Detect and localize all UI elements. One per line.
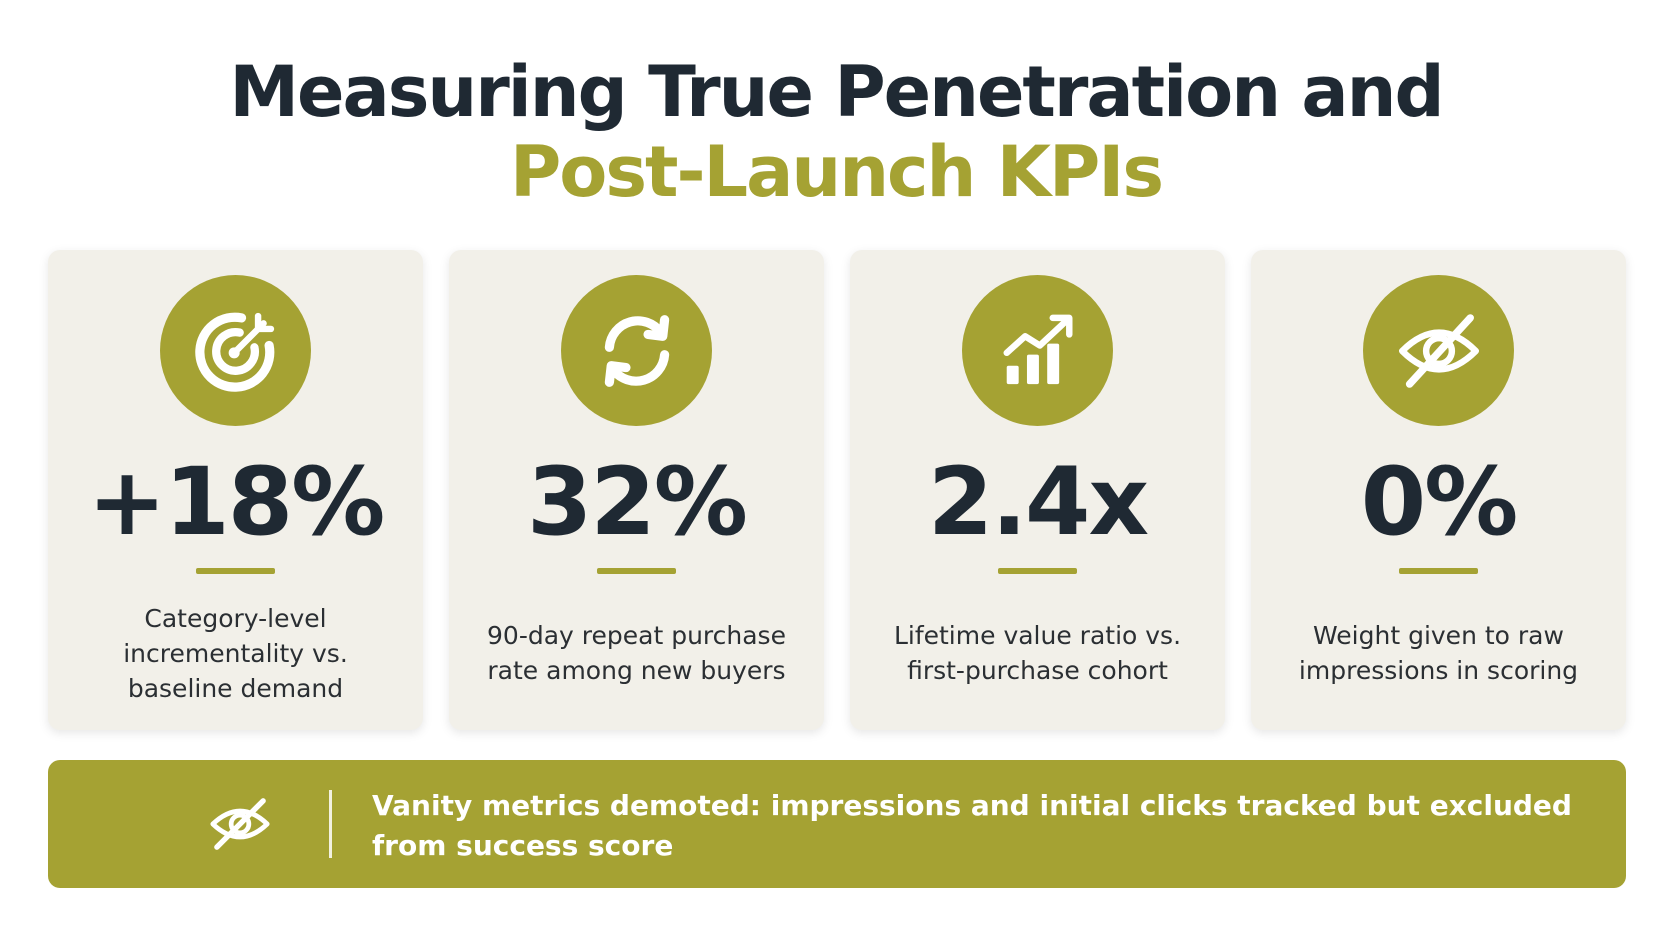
kpi-description: Category-level incrementality vs. baseli… — [123, 603, 348, 703]
growth-chart-icon — [962, 275, 1113, 426]
eye-off-icon — [210, 798, 270, 850]
title-line-1: Measuring True Penetration and — [229, 51, 1444, 133]
kpi-card-repeat-rate: 32% 90-day repeat purchase rate among ne… — [449, 250, 824, 730]
refresh-icon — [561, 275, 712, 426]
divider-rule — [196, 568, 275, 574]
eye-off-icon — [1363, 275, 1514, 426]
kpi-cards: +18% Category-level incrementality vs. b… — [48, 250, 1626, 730]
banner-divider — [329, 790, 332, 858]
title-line-2: Post-Launch KPIs — [509, 131, 1164, 213]
kpi-value: 2.4x — [927, 448, 1149, 557]
banner-text: Vanity metrics demoted: impressions and … — [372, 789, 1572, 862]
divider-rule — [1399, 568, 1478, 574]
vanity-metrics-banner: Vanity metrics demoted: impressions and … — [48, 760, 1626, 888]
page-title: Measuring True Penetration and Post-Laun… — [0, 52, 1672, 212]
kpi-description: 90-day repeat purchase rate among new bu… — [487, 621, 786, 685]
kpi-card-lifetime-value: 2.4x Lifetime value ratio vs. first-purc… — [850, 250, 1225, 730]
kpi-description: Weight given to raw impressions in scori… — [1298, 621, 1579, 685]
kpi-value: 0% — [1360, 448, 1519, 557]
target-icon — [160, 275, 311, 426]
divider-rule — [597, 568, 676, 574]
kpi-value: +18% — [87, 448, 386, 557]
divider-rule — [998, 568, 1077, 574]
kpi-card-raw-impressions: 0% Weight given to raw impressions in sc… — [1251, 250, 1626, 730]
kpi-card-incrementality: +18% Category-level incrementality vs. b… — [48, 250, 423, 730]
kpi-value: 32% — [527, 448, 748, 557]
kpi-description: Lifetime value ratio vs. first-purchase … — [893, 621, 1182, 685]
